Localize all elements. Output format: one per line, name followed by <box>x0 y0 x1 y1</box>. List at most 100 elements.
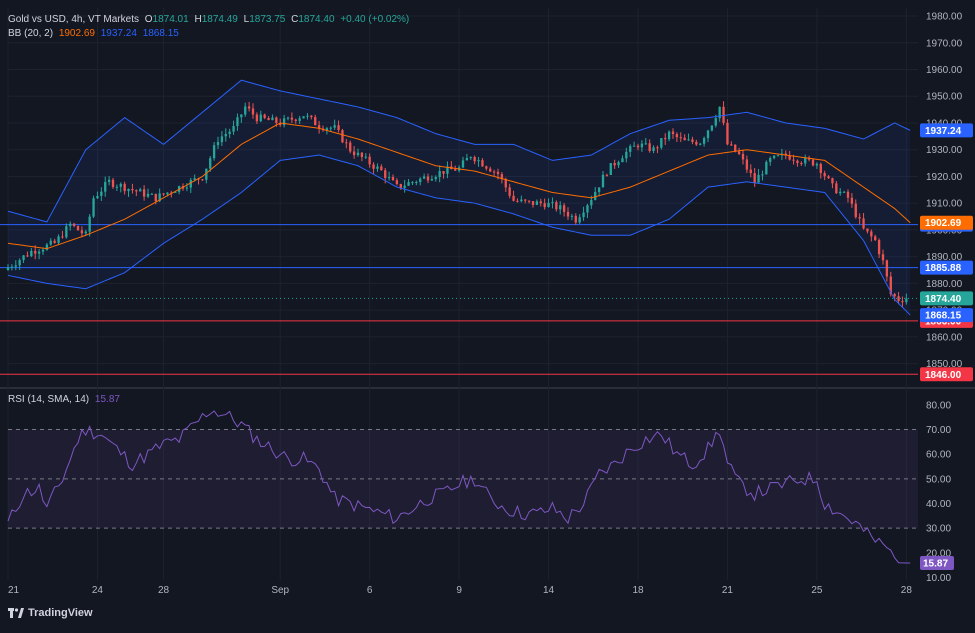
candle-body <box>617 162 620 166</box>
candle-body <box>597 187 601 192</box>
time-tick-label: 9 <box>456 585 462 596</box>
candle-body <box>543 203 546 208</box>
candle-body <box>761 174 764 176</box>
candle-body <box>349 142 352 152</box>
candle-body <box>294 119 297 121</box>
candle-body <box>275 117 278 123</box>
candle-body <box>446 166 449 174</box>
candle-body <box>527 200 531 202</box>
candle-body <box>609 163 612 175</box>
candle-body <box>866 228 869 232</box>
candle-body <box>142 189 146 197</box>
candle-body <box>706 130 710 139</box>
candle-body <box>259 114 262 122</box>
candle-body <box>574 215 577 223</box>
candle-body <box>776 155 780 157</box>
candle-body <box>345 142 348 144</box>
low-label: L <box>243 14 250 25</box>
price-tick-label: 1860.00 <box>926 332 963 343</box>
candle-body <box>26 255 29 257</box>
symbol-title: Gold vs USD, 4h, VT Markets <box>8 14 139 25</box>
candle-body <box>189 179 192 188</box>
candle-body <box>329 127 332 129</box>
candle-body <box>131 188 134 191</box>
candle-body <box>500 174 504 180</box>
candle-body <box>524 199 527 201</box>
candle-body <box>368 156 371 165</box>
candle-body <box>644 143 647 145</box>
low-value: 1873.75 <box>249 14 286 25</box>
bb-upper-value: 1937.24 <box>100 28 137 39</box>
candle-body <box>648 143 651 151</box>
candle-body <box>45 244 49 250</box>
candle-body <box>718 106 721 119</box>
candle-body <box>800 163 803 165</box>
candle-body <box>360 152 364 158</box>
candle-body <box>37 251 41 254</box>
candle-body <box>835 183 838 194</box>
candle-body <box>461 160 465 168</box>
candle-body <box>434 177 437 180</box>
candle-body <box>862 218 865 229</box>
indicator-price-tag-bg <box>920 215 973 230</box>
candle-body <box>590 199 593 206</box>
candle-body <box>730 144 733 146</box>
rsi-legend: RSI (14, SMA, 14) 15.87 <box>8 394 123 405</box>
candle-body <box>901 301 904 303</box>
candle-body <box>244 106 247 115</box>
candle-body <box>201 179 204 181</box>
rsi-value-tag-bg <box>920 556 954 571</box>
candle-body <box>387 177 391 179</box>
open-value: 1874.01 <box>152 14 189 25</box>
indicator-price-tag: 1937.24 <box>925 126 962 137</box>
rsi-value: 15.87 <box>94 394 120 405</box>
indicator-price-tag-bg <box>920 291 973 306</box>
candle-body <box>613 163 616 166</box>
rsi-tick-label: 30.00 <box>926 524 951 535</box>
candle-body <box>49 240 52 245</box>
candle-body <box>267 117 270 121</box>
candle-body <box>415 181 418 183</box>
candle-body <box>753 173 756 183</box>
time-tick-label: Sep <box>271 585 289 596</box>
candle-body <box>6 267 10 271</box>
candle-body <box>407 182 410 186</box>
tradingview-logo-text: TradingView <box>28 607 93 619</box>
candle-body <box>881 254 885 261</box>
candle-body <box>679 137 682 139</box>
candle-body <box>41 249 45 252</box>
level-price-tag-bg <box>920 367 973 382</box>
candle-body <box>811 159 815 166</box>
candle-body <box>411 182 414 184</box>
candle-body <box>469 157 472 159</box>
candle-body <box>255 114 259 122</box>
candle-body <box>582 212 585 218</box>
bb-upper-line <box>7 79 911 223</box>
tradingview-logo[interactable]: TradingView <box>8 607 93 619</box>
candle-body <box>566 211 570 217</box>
candle-body <box>473 157 476 162</box>
price-tick-label: 1890.00 <box>926 252 963 263</box>
candle-body <box>792 159 795 161</box>
candle-body <box>636 145 640 148</box>
rsi-tick-label: 10.00 <box>926 573 951 584</box>
candle-body <box>115 186 119 188</box>
candle-body <box>290 117 294 120</box>
candle-body <box>310 115 313 118</box>
price-tick-label: 1970.00 <box>926 38 963 49</box>
candle-body <box>76 226 80 231</box>
candle-body <box>146 193 150 197</box>
candle-body <box>850 197 854 204</box>
price-tick-label: 1920.00 <box>926 172 963 183</box>
candle-body <box>741 153 745 160</box>
candle-body <box>442 171 445 174</box>
close-label: C <box>291 14 299 25</box>
candle-body <box>710 125 714 131</box>
candle-body <box>605 174 609 176</box>
candle-body <box>18 260 21 266</box>
candle-body <box>512 195 515 201</box>
candle-body <box>539 201 542 204</box>
candle-body <box>403 185 406 188</box>
